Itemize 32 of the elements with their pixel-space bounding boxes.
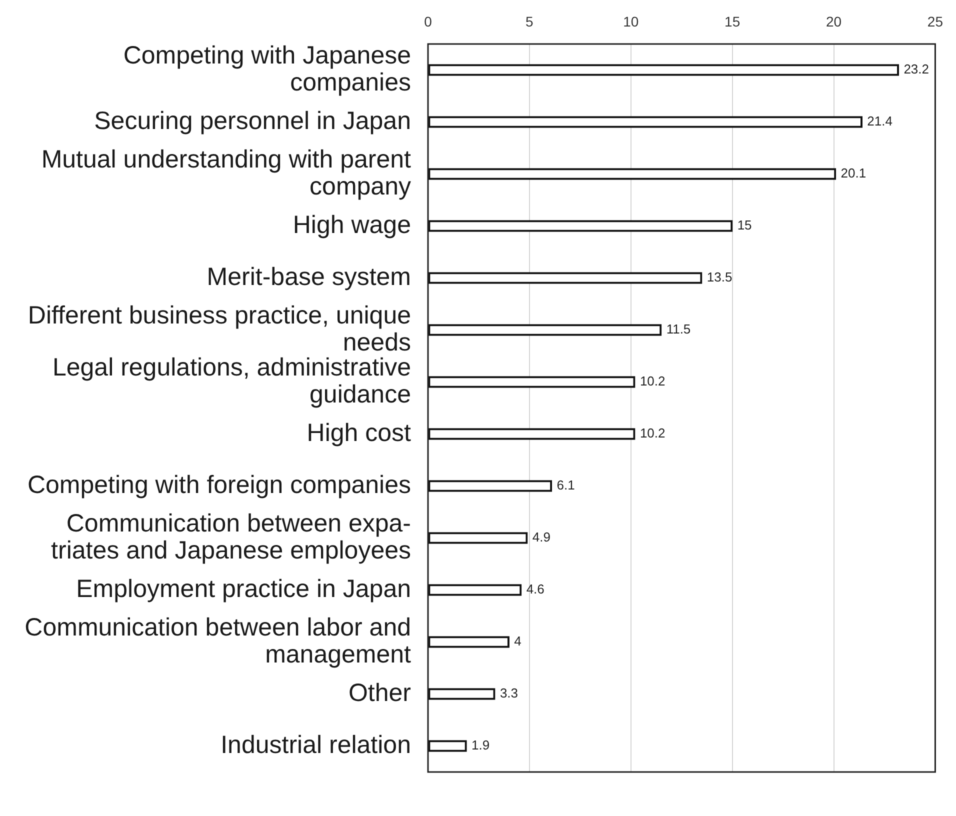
data-label: 3.3 [500,686,518,701]
data-label: 13.5 [706,270,732,285]
x-tick-label: 25 [927,13,944,30]
y-tick-label: High cost [306,418,412,447]
data-label: 10.2 [640,426,666,441]
y-tick-label: Industrial relation [220,730,411,759]
x-tick-label: 0 [424,13,432,30]
data-label: 23.2 [904,62,930,77]
y-tick-label: High wage [292,210,411,239]
data-label: 20.1 [840,166,866,181]
data-label: 10.2 [640,374,666,389]
y-tick-label: Communication between expa-triates and Japanese employees [51,509,411,564]
y-tick-label: Other [348,678,411,707]
x-tick-label: 5 [526,13,534,30]
data-label: 4 [514,634,522,649]
y-tick-label: Mutual understanding with parent company [41,145,412,200]
data-label: 21.4 [867,114,892,129]
y-tick-label: Competing with foreign companies [27,470,411,499]
x-tick-label: 15 [724,13,740,30]
x-tick-label: 20 [826,13,842,30]
x-tick-label: 10 [623,13,639,30]
y-tick-label: Communication between labor and management [24,613,412,668]
y-tick-label: Competing with Japanese companies [123,41,411,96]
data-label: 15 [737,218,752,233]
data-label: 11.5 [666,322,691,337]
data-label: 1.9 [472,738,490,753]
y-tick-label: Merit-base system [206,262,411,291]
data-label: 4.6 [526,582,544,597]
y-tick-label: Securing personnel in Japan [94,106,411,135]
y-tick-label: Employment practice in Japan [76,574,411,603]
data-label: 6.1 [556,478,575,493]
data-label: 4.9 [532,530,550,545]
